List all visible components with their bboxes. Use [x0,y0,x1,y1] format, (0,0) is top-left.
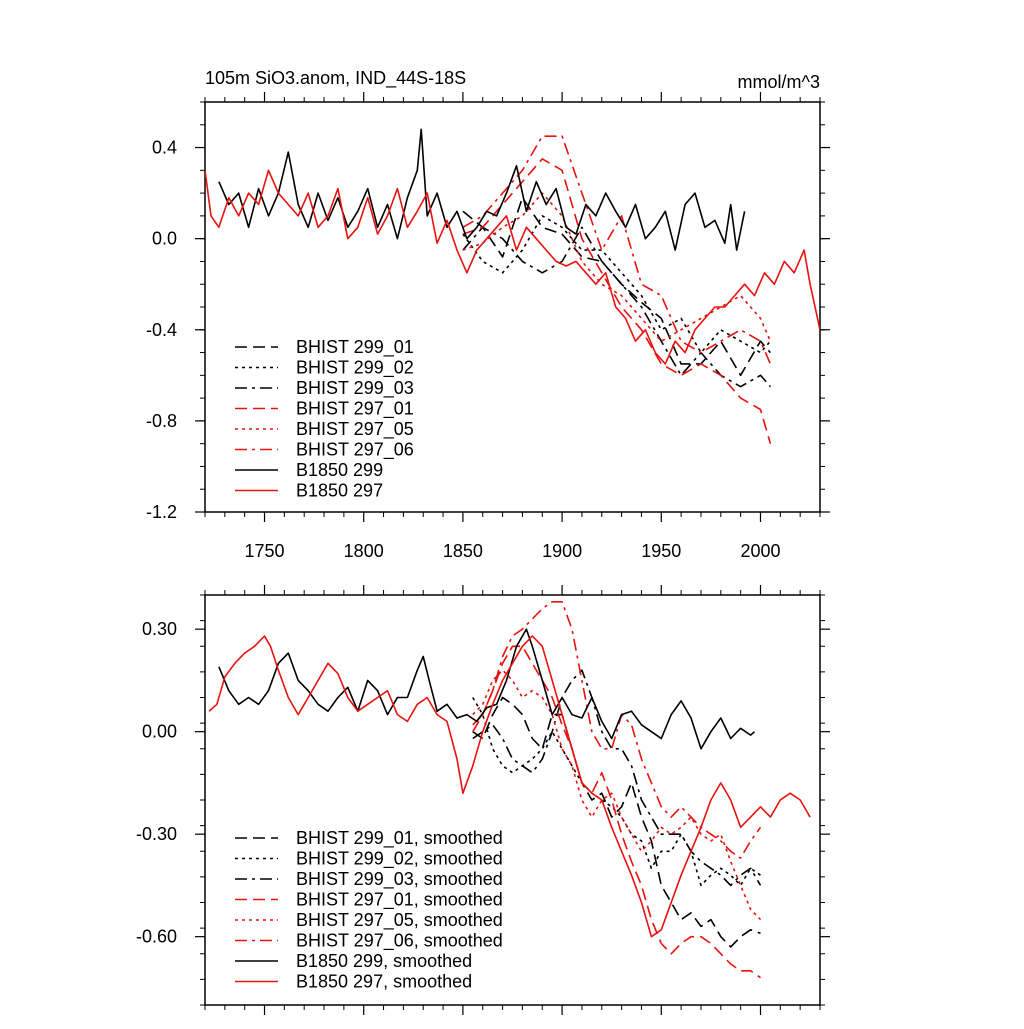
series-line-8 [208,635,811,938]
y-tick-label: -0.8 [146,411,177,431]
legend-label: BHIST 297_05 [296,419,414,440]
legend-label: BHIST 299_03 [296,378,414,399]
legend-label: BHIST 297_06 [296,440,414,461]
series-line-6 [462,135,772,365]
legend-label: B1850 297 [296,481,383,501]
y-tick-label: -0.30 [136,824,177,844]
top-panel: 105m SiO3.anom, IND_44S-18S mmol/m^3 175… [146,68,830,561]
x-tick-label: 1800 [344,541,384,561]
series-line-8 [205,169,820,365]
x-tick-label: 1750 [244,541,284,561]
series-line-3 [472,669,762,887]
bottom-panel-series [208,601,811,979]
legend-label: BHIST 297_01, smoothed [296,890,503,911]
legend-label: BHIST 299_01 [296,337,414,358]
series-line-1 [462,196,772,377]
legend-label: B1850 299 [296,460,383,480]
y-tick-label: 0.30 [142,619,177,639]
legend-label: B1850 299, smoothed [296,951,472,971]
legend-label: B1850 297, smoothed [296,972,472,992]
legend-label: BHIST 297_01 [296,399,414,420]
bottom-panel: 0.30 0.00 -0.30 -0.60 BHIST 299_01, smoothe… [136,585,830,1015]
top-panel-units: mmol/m^3 [738,72,820,92]
series-line-4 [472,645,761,979]
y-tick-label: -0.60 [136,927,177,947]
legend-label: BHIST 299_02 [296,358,414,379]
y-tick-label: 0.00 [142,722,177,742]
top-panel-series [205,128,820,444]
top-panel-axes: 1750 1800 1850 1900 1950 2000 0.4 0.0 -0.4 -0.8 -1… [146,92,830,561]
x-tick-label: 1850 [443,541,483,561]
series-line-7 [218,128,746,251]
x-tick-label: 2000 [740,541,780,561]
x-tick-label: 1950 [641,541,681,561]
legend-label: BHIST 297_06, smoothed [296,931,503,952]
y-tick-label: 0.0 [152,229,177,249]
series-line-7 [218,628,756,750]
y-tick-label: 0.4 [152,138,177,158]
series-line-1 [472,696,761,948]
y-tick-label: -1.2 [146,502,177,522]
top-panel-title: 105m SiO3.anom, IND_44S-18S [205,68,466,89]
series-line-4 [462,158,772,444]
bottom-panel-axes: 0.30 0.00 -0.30 -0.60 [136,585,830,1015]
series-line-5 [462,192,772,342]
legend-label: BHIST 299_02, smoothed [296,849,503,870]
x-tick-label: 1900 [542,541,582,561]
series-line-5 [472,669,762,921]
legend-label: BHIST 297_05, smoothed [296,910,503,931]
legend-label: BHIST 299_03, smoothed [296,869,503,890]
legend-label: BHIST 299_01, smoothed [296,828,503,849]
series-line-6 [472,601,762,859]
y-tick-label: -0.4 [146,320,177,340]
series-line-2 [462,215,772,354]
